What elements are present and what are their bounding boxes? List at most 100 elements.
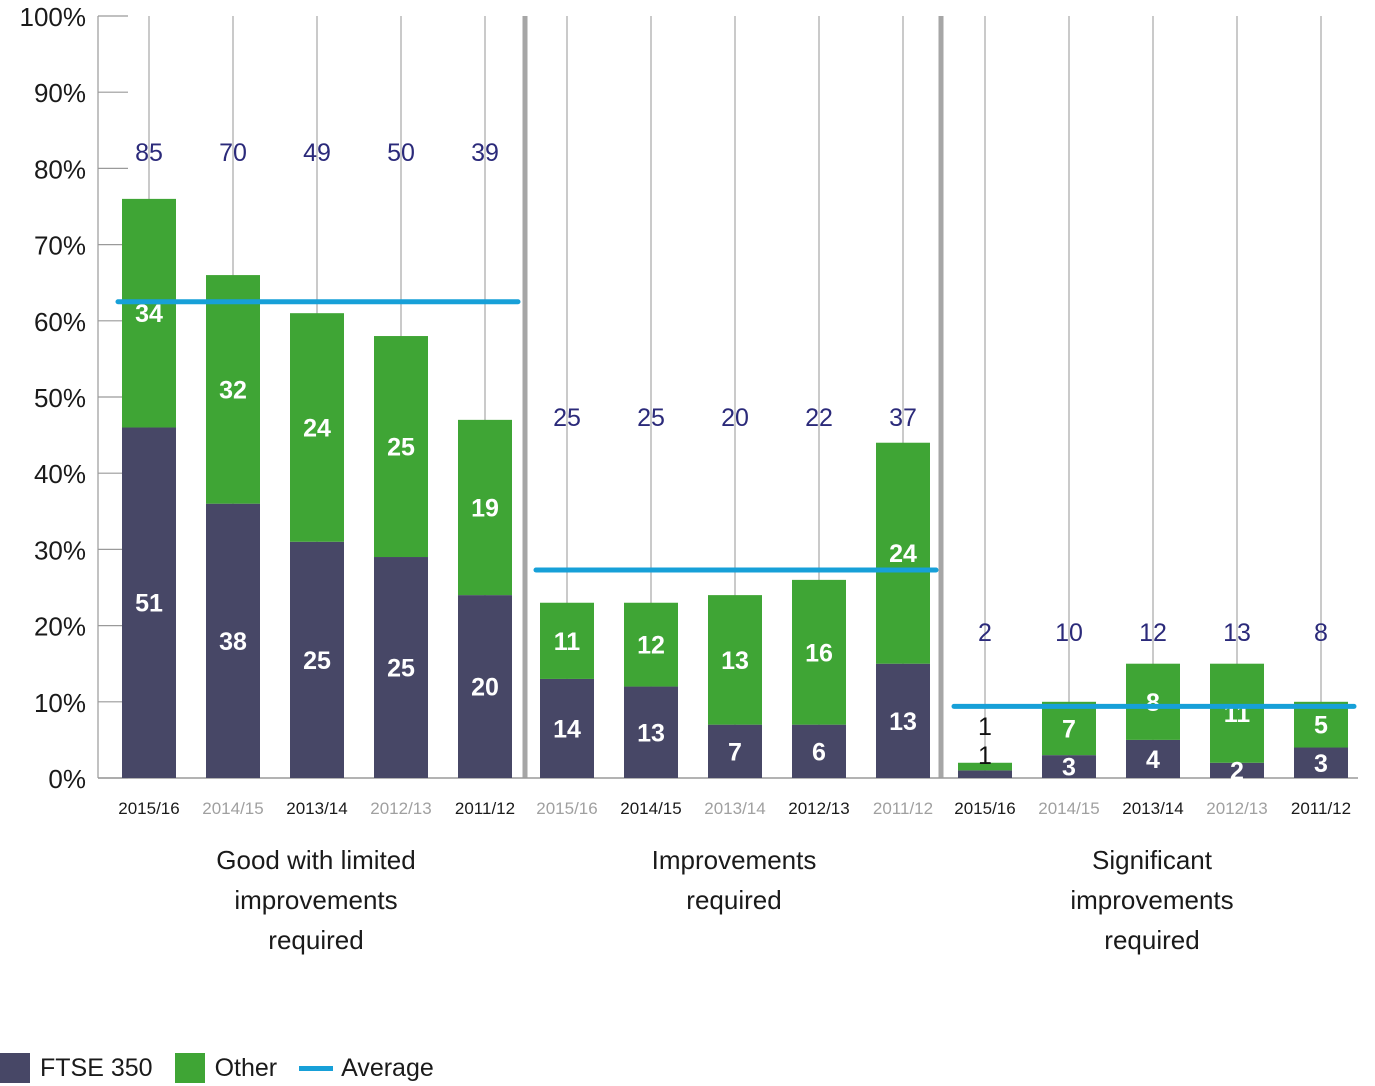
x-tick-label: 2013/14: [704, 799, 765, 818]
x-tick-label: 2015/16: [536, 799, 597, 818]
bar-total-label: 50: [387, 139, 415, 167]
group-label: required: [686, 885, 781, 915]
group-label: Good with limited: [216, 845, 415, 875]
legend-item-ftse: FTSE 350: [0, 1053, 153, 1083]
bar-other: [792, 579, 846, 725]
bar-ftse: [122, 427, 176, 778]
group-label: improvements: [1070, 885, 1233, 915]
bar-ftse-count: 13: [637, 719, 665, 747]
legend-item-other: Other: [174, 1053, 278, 1083]
bar-total-label: 12: [1139, 619, 1167, 647]
y-tick-label: 20%: [34, 612, 86, 642]
bar-other: [624, 602, 678, 687]
bar-other-count: 1: [978, 713, 992, 741]
stacked-bar-chart: 0%10%20%30%40%50%60%70%80%90%100%5134852…: [20, 2, 1358, 955]
legend-label-average: Average: [341, 1053, 434, 1082]
bar-ftse-count: 4: [1146, 746, 1160, 774]
bar-ftse: [540, 678, 594, 778]
bar-other-count: 34: [135, 300, 163, 328]
x-tick-label: 2015/16: [954, 799, 1015, 818]
y-tick-label: 40%: [34, 459, 86, 489]
bar-other: [1210, 663, 1264, 763]
bar-other: [958, 762, 1012, 771]
bar-ftse-count: 7: [728, 738, 742, 766]
legend: FTSE 350 Other Average: [0, 1050, 456, 1086]
bar-ftse-count: 2: [1230, 757, 1244, 785]
bar-total-label: 39: [471, 139, 499, 167]
bar-other-count: 13: [721, 647, 749, 675]
bar-other-count: 25: [387, 434, 415, 462]
legend-swatch-ftse: [0, 1053, 30, 1083]
bar-ftse: [458, 595, 512, 778]
x-tick-label: 2013/14: [286, 799, 347, 818]
x-tick-label: 2014/15: [620, 799, 681, 818]
bar-other: [458, 419, 512, 596]
bar-total-label: 13: [1223, 619, 1251, 647]
x-tick-label: 2011/12: [1291, 799, 1351, 818]
bar-ftse-count: 38: [219, 628, 247, 656]
y-tick-label: 10%: [34, 688, 86, 718]
bar-ftse: [1210, 762, 1264, 778]
bar-other-count: 16: [805, 639, 833, 667]
bar-ftse-count: 13: [889, 708, 917, 736]
bar-other: [290, 313, 344, 542]
bar-total-label: 2: [978, 619, 992, 647]
bar-other-count: 7: [1062, 715, 1076, 743]
bar-ftse-count: 20: [471, 674, 499, 702]
bar-total-label: 37: [889, 404, 917, 432]
x-tick-label: 2012/13: [1206, 799, 1267, 818]
y-tick-label: 0%: [48, 764, 86, 794]
legend-label-other: Other: [214, 1053, 278, 1082]
bar-ftse-count: 25: [387, 655, 415, 683]
bar-other-count: 11: [554, 628, 581, 656]
bar-ftse: [206, 503, 260, 778]
y-tick-label: 30%: [34, 535, 86, 565]
x-tick-label: 2014/15: [1038, 799, 1099, 818]
x-tick-label: 2011/12: [455, 799, 515, 818]
x-tick-label: 2012/13: [788, 799, 849, 818]
legend-swatch-other: [174, 1053, 205, 1083]
legend-label-ftse: FTSE 350: [40, 1053, 153, 1082]
bar-ftse: [708, 724, 762, 778]
bar-other: [708, 595, 762, 725]
x-tick-label: 2015/16: [118, 799, 179, 818]
bar-ftse: [290, 541, 344, 778]
legend-item-average: Average: [299, 1054, 434, 1083]
bar-other-count: 24: [889, 540, 917, 568]
y-tick-label: 90%: [34, 78, 86, 108]
y-tick-label: 80%: [34, 154, 86, 184]
bar-other-count: 32: [219, 376, 247, 404]
group-label: Improvements: [652, 845, 817, 875]
bar-other: [374, 336, 428, 558]
bar-other: [206, 275, 260, 504]
x-tick-label: 2014/15: [202, 799, 263, 818]
bar-ftse: [792, 724, 846, 778]
bar-other: [1294, 701, 1348, 748]
bar-total-label: 20: [721, 404, 749, 432]
bar-ftse: [1294, 747, 1348, 778]
bar-ftse-count: 25: [303, 647, 331, 675]
group-label: required: [1104, 925, 1199, 955]
y-tick-label: 100%: [20, 2, 87, 32]
bar-total-label: 70: [219, 139, 247, 167]
bar-ftse-count: 1: [978, 742, 992, 770]
bar-other: [876, 442, 930, 664]
bar-ftse: [374, 557, 428, 778]
bar-total-label: 49: [303, 139, 331, 167]
bar-total-label: 85: [135, 139, 163, 167]
bar-other-count: 8: [1146, 689, 1160, 717]
y-tick-label: 70%: [34, 231, 86, 261]
bar-other: [540, 602, 594, 679]
x-tick-label: 2013/14: [1122, 799, 1183, 818]
bar-ftse: [958, 770, 1012, 778]
bar-other-count: 5: [1314, 712, 1328, 740]
y-tick-label: 50%: [34, 383, 86, 413]
bar-total-label: 25: [637, 404, 665, 432]
bar-total-label: 25: [553, 404, 581, 432]
bar-total-label: 10: [1055, 619, 1083, 647]
bar-ftse-count: 6: [812, 738, 826, 766]
group-label: Significant: [1092, 845, 1213, 875]
x-tick-label: 2012/13: [370, 799, 431, 818]
bar-total-label: 8: [1314, 619, 1328, 647]
group-label: improvements: [234, 885, 397, 915]
